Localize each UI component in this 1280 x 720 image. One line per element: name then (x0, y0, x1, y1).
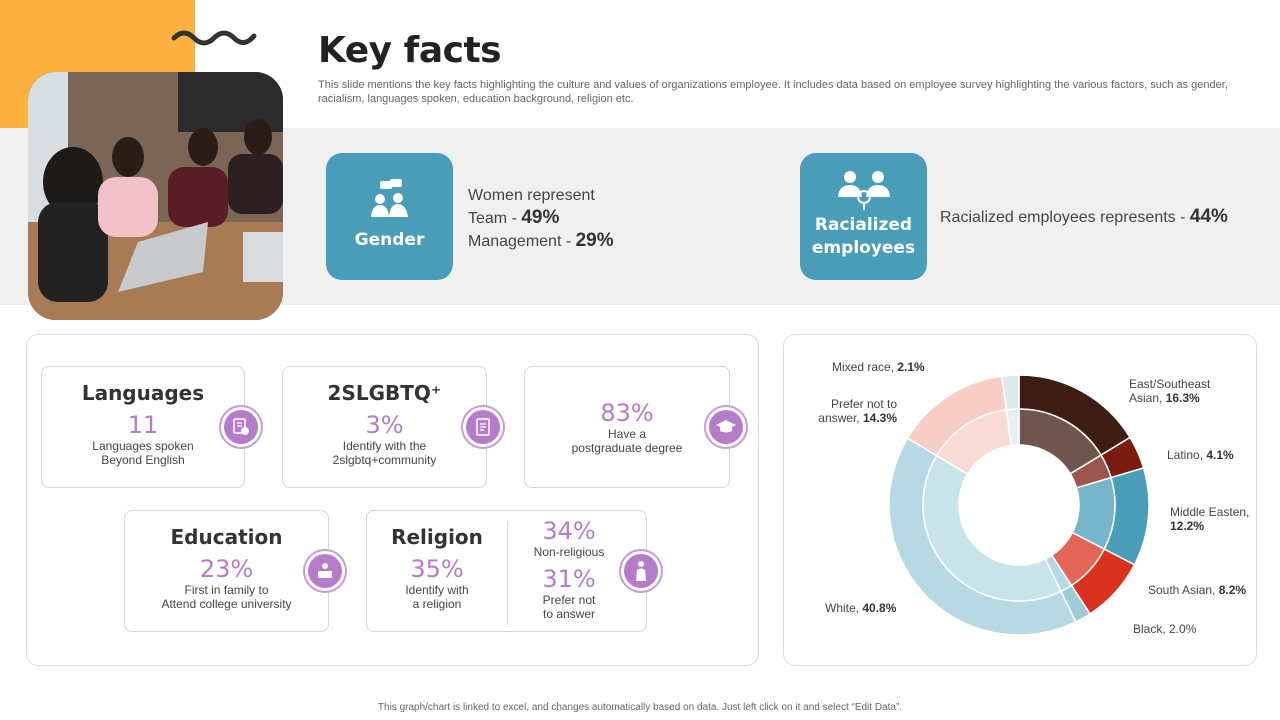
religion-title: Religion (391, 525, 483, 549)
racialized-label-line1: Racialized (814, 215, 913, 235)
religion-card: Religion 35% Identify with a religion 34… (366, 510, 663, 632)
degree-value: 83% (600, 399, 654, 427)
degree-card: 83% Have a postgraduate degree (524, 366, 748, 488)
education-title: Education (170, 525, 283, 549)
gender-intro: Women represent (468, 187, 595, 204)
racialized-card: Racialized employees (800, 153, 927, 280)
footer-note: This graph/chart is linked to excel, and… (377, 702, 903, 713)
prefer-not-desc-1: Prefer not (542, 593, 596, 607)
racialized-text: Racialized employees represents - (940, 209, 1190, 226)
graduation-cap-icon (716, 420, 736, 433)
label-prefer-not: Prefer not to answer, 14.3% (818, 397, 897, 425)
racialized-stats: Racialized employees represents - 44% (940, 206, 1228, 228)
languages-icon-badge (219, 405, 263, 449)
education-card: Education 23% First in family to Attend … (124, 510, 347, 632)
donut-slice-white (888, 437, 1077, 636)
team-value: 49% (521, 207, 560, 228)
team-label: Team - (468, 210, 522, 227)
label-latino: Latino, 4.1% (1167, 448, 1234, 462)
nonreligious-value: 34% (542, 517, 596, 545)
racialized-label-line2: employees (811, 238, 916, 258)
lgbtq-desc-2: 2slgbtq+community (332, 453, 437, 467)
team-meeting-photo (28, 72, 283, 320)
languages-value: 11 (127, 411, 159, 439)
management-label: Management - (468, 233, 576, 250)
label-east-asian: East/Southeast Asian, 16.3% (1129, 377, 1211, 405)
label-black: Black, 2.0% (1133, 622, 1197, 636)
languages-desc-2: Beyond English (101, 453, 185, 467)
translate-document-icon (233, 418, 249, 435)
donut-inner-slice-mixed-race (1005, 408, 1020, 447)
prefer-not-value: 31% (542, 565, 596, 593)
education-desc-1: First in family to (184, 583, 269, 597)
languages-desc-1: Languages spoken (92, 439, 194, 453)
degree-icon-badge (704, 405, 748, 449)
degree-desc-2: postgraduate degree (571, 441, 683, 455)
lgbtq-desc-1: Identify with the (342, 439, 427, 453)
religion-left: Religion 35% Identify with a religion (367, 511, 507, 611)
education-value: 23% (199, 555, 254, 583)
lgbtq-card: 2SLGBTQ⁺ 3% Identify with the 2slgbtq+co… (282, 366, 505, 488)
languages-card: Languages 11 Languages spoken Beyond Eng… (41, 366, 263, 488)
lgbtq-icon-badge (461, 405, 505, 449)
gender-label: Gender (354, 230, 425, 250)
donut-inner-slice-white (922, 454, 1062, 602)
diverse-people-icon (838, 171, 890, 210)
student-desk-icon (318, 563, 332, 578)
degree-desc-1: Have a (607, 427, 647, 441)
nonreligious-desc: Non-religious (533, 545, 605, 559)
management-value: 29% (575, 230, 614, 251)
id-card-icon (476, 418, 490, 436)
lgbtq-value: 3% (365, 411, 404, 439)
people-chat-icon (371, 179, 408, 217)
label-white: White, 40.8% (825, 601, 897, 615)
facts-panel: Languages 11 Languages spoken Beyond Eng… (26, 334, 759, 666)
label-middle-eastern: Middle Easten, 12.2% (1170, 505, 1250, 533)
label-mixed-race: Mixed race, 2.1% (832, 360, 925, 374)
squiggle-decoration-icon (171, 30, 257, 46)
religion-divider (507, 521, 508, 625)
religion-desc-1: Identify with (405, 583, 469, 597)
praying-person-icon (636, 561, 646, 581)
page-subtitle: This slide mentions the key facts highli… (318, 79, 1228, 105)
lgbtq-title: 2SLGBTQ⁺ (327, 381, 442, 405)
religion-icon-badge (619, 549, 663, 593)
religion-value: 35% (410, 555, 464, 583)
education-icon-badge (303, 549, 347, 593)
education-desc-2: Attend college university (161, 597, 292, 611)
prefer-not-desc-2: to answer (542, 607, 596, 621)
gender-stats: Women represent Team - 49% Management - … (468, 185, 614, 253)
racialized-value: 44% (1189, 206, 1228, 227)
label-south-asian: South Asian, 8.2% (1148, 583, 1247, 597)
religion-desc-2: a religion (412, 597, 462, 611)
religion-right: 34% Non-religious 31% Prefer not to answ… (508, 511, 630, 621)
gender-card: Gender (326, 153, 453, 280)
languages-title: Languages (81, 381, 205, 405)
page-title: Key facts (318, 30, 502, 71)
